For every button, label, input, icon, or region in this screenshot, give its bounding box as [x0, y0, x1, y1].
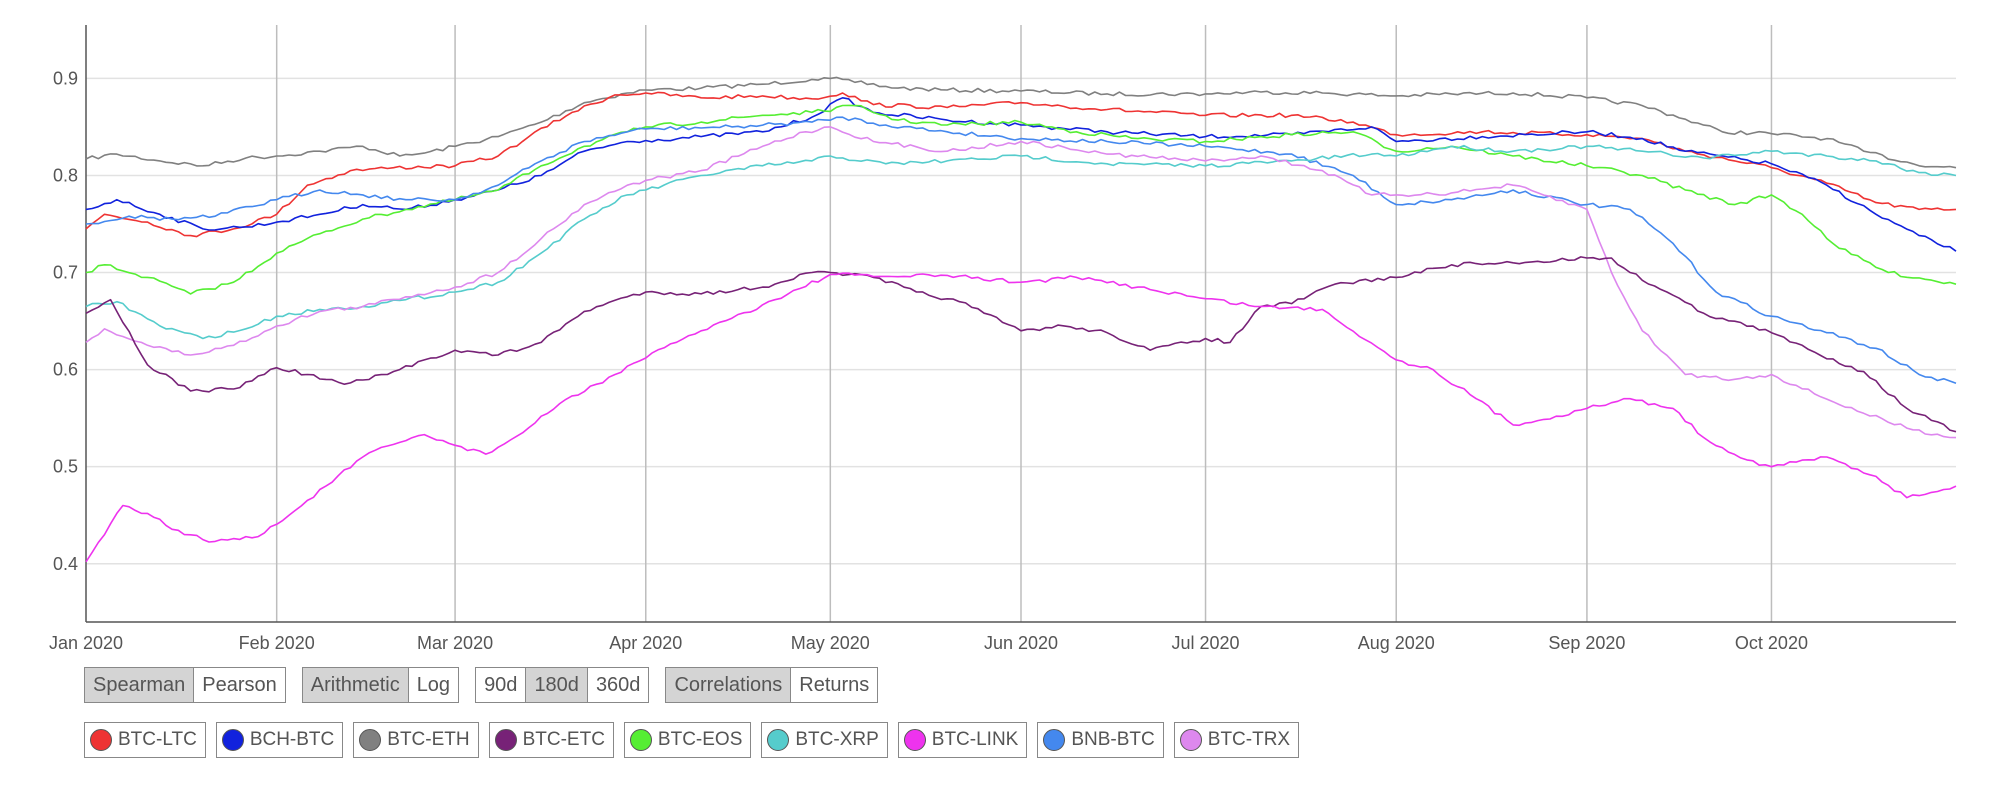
chart-controls: Spearman Pearson Arithmetic Log 90d 180d… [84, 667, 879, 703]
legend-item-btc-etc[interactable]: BTC-ETC [488, 722, 614, 758]
series-line-btc-link [85, 272, 1957, 563]
scale-toggle: Arithmetic Log [301, 667, 460, 703]
x-tick-label: Sep 2020 [1548, 633, 1625, 653]
y-tick-label: 0.7 [53, 263, 78, 283]
y-tick-labels: 0.4 0.5 0.6 0.7 0.8 0.9 [53, 68, 78, 573]
legend-item-btc-eos[interactable]: BTC-EOS [623, 722, 752, 758]
legend-label: BTC-XRP [795, 729, 879, 750]
x-tick-label: Mar 2020 [417, 633, 493, 653]
series-line-btc-eos [85, 104, 1957, 295]
series-line-bch-btc [85, 97, 1957, 252]
legend-item-bnb-btc[interactable]: BNB-BTC [1037, 722, 1164, 758]
legend-swatch [1043, 729, 1066, 751]
legend-swatch [221, 729, 244, 751]
y-tick-label: 0.4 [53, 554, 78, 574]
axes [85, 25, 1956, 623]
legend-label: BCH-BTC [249, 729, 335, 750]
x-tick-label: Jun 2020 [984, 633, 1058, 653]
legend-swatch [629, 729, 652, 751]
legend-swatch [494, 729, 517, 751]
legend: BTC-LTC BCH-BTC BTC-ETH BTC-ETC BTC-EOS BTC-X… [84, 722, 1300, 758]
series-line-bnb-btc [85, 116, 1957, 384]
spearman-button[interactable]: Spearman [85, 668, 195, 702]
window-360d-button[interactable]: 360d [587, 668, 649, 702]
series-lines [85, 76, 1957, 563]
legend-label: BTC-TRX [1207, 729, 1291, 750]
x-tick-label: May 2020 [791, 633, 870, 653]
returns-button[interactable]: Returns [791, 668, 878, 702]
pearson-button[interactable]: Pearson [194, 668, 285, 702]
window-toggle: 90d 180d 360d [475, 667, 650, 703]
legend-item-btc-xrp[interactable]: BTC-XRP [761, 722, 888, 758]
legend-item-btc-eth[interactable]: BTC-ETH [353, 722, 479, 758]
y-tick-label: 0.6 [53, 360, 78, 380]
legend-swatch [903, 729, 926, 751]
method-toggle: Spearman Pearson [84, 667, 286, 703]
x-tick-label: Feb 2020 [239, 633, 315, 653]
mode-toggle: Correlations Returns [665, 667, 879, 703]
legend-item-btc-link[interactable]: BTC-LINK [897, 722, 1028, 758]
legend-label: BTC-LTC [118, 729, 197, 750]
gridlines [86, 25, 1956, 622]
legend-label: BTC-EOS [657, 729, 743, 750]
legend-item-bch-btc[interactable]: BCH-BTC [215, 722, 344, 758]
series-line-btc-xrp [85, 144, 1957, 340]
series-line-btc-eth [85, 76, 1957, 169]
legend-label: BTC-ETH [387, 729, 470, 750]
legend-item-btc-ltc[interactable]: BTC-LTC [84, 722, 206, 758]
arithmetic-button[interactable]: Arithmetic [302, 668, 409, 702]
series-line-btc-etc [85, 256, 1957, 433]
log-button[interactable]: Log [408, 668, 459, 702]
y-tick-label: 0.5 [53, 457, 78, 477]
x-tick-label: Oct 2020 [1735, 633, 1808, 653]
series-line-btc-trx [85, 126, 1957, 439]
window-180d-button[interactable]: 180d [526, 668, 588, 702]
window-90d-button[interactable]: 90d [476, 668, 527, 702]
x-tick-label: Jul 2020 [1172, 633, 1240, 653]
legend-label: BTC-ETC [522, 729, 605, 750]
correlations-button[interactable]: Correlations [666, 668, 792, 702]
x-tick-label: Apr 2020 [609, 633, 682, 653]
legend-item-btc-trx[interactable]: BTC-TRX [1173, 722, 1300, 758]
y-tick-label: 0.8 [53, 165, 78, 185]
legend-swatch [359, 729, 382, 751]
legend-swatch [767, 729, 790, 751]
legend-label: BTC-LINK [931, 729, 1019, 750]
legend-swatch [1179, 729, 1202, 751]
x-tick-label: Aug 2020 [1358, 633, 1435, 653]
y-tick-label: 0.9 [53, 68, 78, 88]
x-tick-label: Jan 2020 [49, 633, 123, 653]
x-tick-labels: Jan 2020 Feb 2020 Mar 2020 Apr 2020 May 2020… [49, 633, 1808, 653]
legend-swatch [90, 729, 112, 751]
legend-label: BNB-BTC [1071, 729, 1155, 750]
correlation-line-chart: 0.4 0.5 0.6 0.7 0.8 0.9 Jan 2020 Feb 2020 Mar 2… [49, 25, 1957, 653]
